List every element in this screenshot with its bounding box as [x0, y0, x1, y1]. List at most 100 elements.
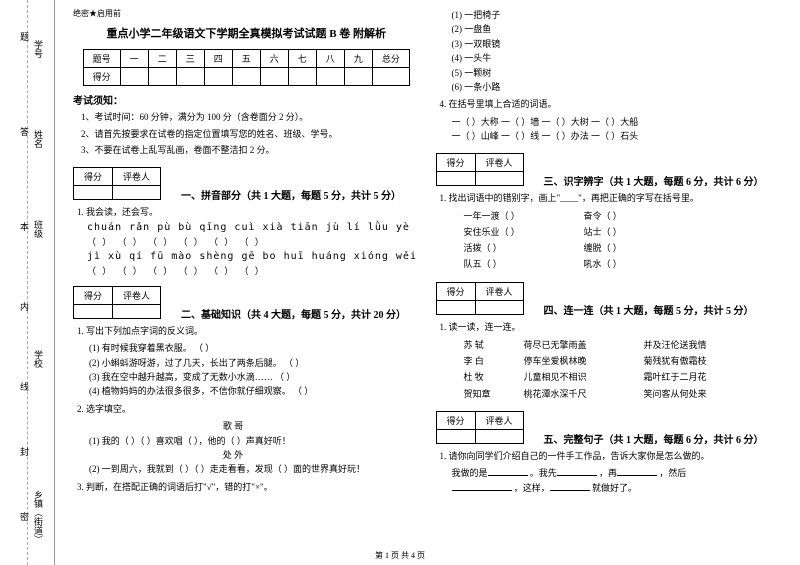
section-3-header: 得分评卷人 三、识字辨字（共 1 大题，每题 6 分，共计 6 分）	[436, 149, 783, 188]
grader-box: 得分评卷人	[73, 167, 161, 200]
txt: 。我先	[530, 468, 557, 478]
word-r: 吼水（ ）	[584, 256, 704, 272]
q2-2: 2. 选字填空。	[77, 402, 420, 416]
score-label: 得分	[74, 167, 113, 185]
grader-box: 得分评卷人	[436, 411, 524, 444]
sub-item: (6) 一条小路	[452, 80, 783, 94]
score-cell[interactable]	[436, 429, 475, 443]
q3-1: 1. 找出词语中的错别字，画上"____"，再把正确的字写在括号里。	[440, 191, 783, 205]
grader-cell[interactable]	[475, 171, 523, 185]
score-cell[interactable]	[288, 68, 316, 86]
poet: 杜 牧	[464, 369, 524, 385]
line-b: 笑问客从何处来	[644, 389, 707, 399]
th: 题号	[83, 50, 120, 68]
score-cell[interactable]	[74, 304, 113, 318]
poet: 李 白	[464, 353, 524, 369]
fill-line: 一（ ）山峰 一（ ）线 一（ ）办法 一（ ）石头	[452, 129, 783, 143]
q5-1: 1. 请你向同学们介绍自己的一件手工作品，告诉大家你是怎么做的。	[440, 449, 783, 463]
q4-1: 1. 读一读，连一连。	[440, 320, 783, 334]
secrecy-mark: 绝密★启用前	[73, 8, 420, 19]
grader-label: 评卷人	[475, 153, 523, 171]
blank[interactable]	[452, 481, 512, 491]
score-cell[interactable]	[436, 171, 475, 185]
field-student-id: 学号	[32, 40, 45, 58]
th: 二	[148, 50, 176, 68]
score-cell[interactable]	[344, 68, 372, 86]
th: 四	[204, 50, 232, 68]
word-pair: 活拨（ ）缠脱（ ）	[464, 240, 783, 256]
blank[interactable]	[550, 481, 590, 491]
q2-4: 4. 在括号里填上合适的词语。	[440, 97, 783, 111]
txt: 我做的是	[452, 468, 488, 478]
word-l: 安住乐业（ ）	[464, 224, 584, 240]
word-l: 一年一渡（ ）	[464, 208, 584, 224]
section-2-header: 得分评卷人 二、基础知识（共 4 大题，每题 5 分，共计 20 分）	[73, 282, 420, 321]
notice-item: 3、不要在试卷上乱写乱画，卷面不整洁扣 2 分。	[81, 144, 420, 158]
row-label: 得分	[83, 68, 120, 86]
grader-box: 得分评卷人	[436, 153, 524, 186]
score-cell[interactable]	[204, 68, 232, 86]
line-a: 儿童相见不相识	[524, 369, 644, 385]
line-a: 桃花潭水深千尺	[524, 386, 644, 402]
score-cell[interactable]	[436, 300, 475, 314]
grader-cell[interactable]	[475, 300, 523, 314]
marker: 密	[20, 510, 29, 523]
txt: ，这样，	[514, 483, 550, 493]
sub-item: (5) 一颗树	[452, 66, 783, 80]
q1-1: 1. 我会读，还会写。	[77, 205, 420, 219]
grader-cell[interactable]	[113, 304, 161, 318]
sub-item: (4) 一头牛	[452, 51, 783, 65]
blank[interactable]	[488, 466, 528, 476]
section-5-title: 五、完整句子（共 1 大题，每题 6 分，共计 6 分）	[544, 431, 764, 446]
sentence-fill: ，这样， 就做好了。	[452, 481, 783, 495]
score-cell[interactable]	[120, 68, 148, 86]
choice-label: 处 外	[173, 448, 293, 462]
match-row: 贺知章桃花潭水深千尺笑问客从何处来	[464, 386, 783, 402]
field-town: 乡镇（街道）	[32, 490, 45, 544]
word-r: 站士（ ）	[584, 224, 704, 240]
line-a: 荷尽已无擎雨盖	[524, 337, 644, 353]
line-b: 并及汪伦送我情	[644, 340, 707, 350]
grader-label: 评卷人	[475, 411, 523, 429]
score-label: 得分	[436, 153, 475, 171]
marker: 题	[20, 30, 29, 43]
table-row: 得分	[83, 68, 409, 86]
q2-3: 3. 判断，在搭配正确的词语后打"√"，错的打"×"。	[77, 480, 420, 494]
blank[interactable]	[617, 466, 657, 476]
grader-cell[interactable]	[113, 185, 161, 199]
grader-cell[interactable]	[475, 429, 523, 443]
word-r: 奋令（ ）	[584, 208, 704, 224]
word-r: 缠脱（ ）	[584, 240, 704, 256]
section-1-header: 得分评卷人 一、拼音部分（共 1 大题，每题 5 分，共计 5 分）	[73, 163, 420, 202]
binding-margin: 学号 题 姓名 答 班级 本 内 学校 线 封 乡镇（街道） 密	[0, 0, 55, 565]
section-4-title: 四、连一连（共 1 大题，每题 5 分，共计 5 分）	[544, 302, 754, 317]
grader-label: 评卷人	[113, 286, 161, 304]
sub-item: (2) 小蝌蚪游呀游，过了几天，长出了两条后腿。 （ ）	[89, 356, 420, 370]
sentence-fill: 我做的是 。我先 ，再 ，然后	[452, 466, 783, 480]
notice-heading: 考试须知：	[73, 92, 420, 107]
word-pair: 安住乐业（ ）站士（ ）	[464, 224, 783, 240]
score-cell[interactable]	[372, 68, 409, 86]
grader-label: 评卷人	[113, 167, 161, 185]
line-a: 停车坐爱枫林晚	[524, 353, 644, 369]
blank[interactable]	[557, 466, 597, 476]
score-cell[interactable]	[176, 68, 204, 86]
score-cell[interactable]	[260, 68, 288, 86]
marker: 封	[20, 445, 29, 458]
sub-item: (2) 一到周六，我就到（ ）（ ）走走看看，发现（ ）面的世界真好玩！	[89, 462, 420, 476]
page-footer: 第 1 页 共 4 页	[0, 550, 800, 561]
score-cell[interactable]	[232, 68, 260, 86]
match-row: 杜 牧儿童相见不相识霜叶红于二月花	[464, 369, 783, 385]
th: 六	[260, 50, 288, 68]
word-pair: 一年一渡（ ）奋令（ ）	[464, 208, 783, 224]
score-cell[interactable]	[316, 68, 344, 86]
field-class: 班级	[32, 220, 45, 238]
score-label: 得分	[436, 282, 475, 300]
score-summary-table: 题号 一 二 三 四 五 六 七 八 九 总分 得分	[83, 49, 410, 86]
section-2-title: 二、基础知识（共 4 大题，每题 5 分，共计 20 分）	[181, 306, 406, 321]
sub-item: (3) 一双眼镜	[452, 37, 783, 51]
section-4-header: 得分评卷人 四、连一连（共 1 大题，每题 5 分，共计 5 分）	[436, 278, 783, 317]
score-cell[interactable]	[74, 185, 113, 199]
sub-item: (1) 有时候我穿着黑衣服。 （ ）	[89, 341, 420, 355]
score-cell[interactable]	[148, 68, 176, 86]
